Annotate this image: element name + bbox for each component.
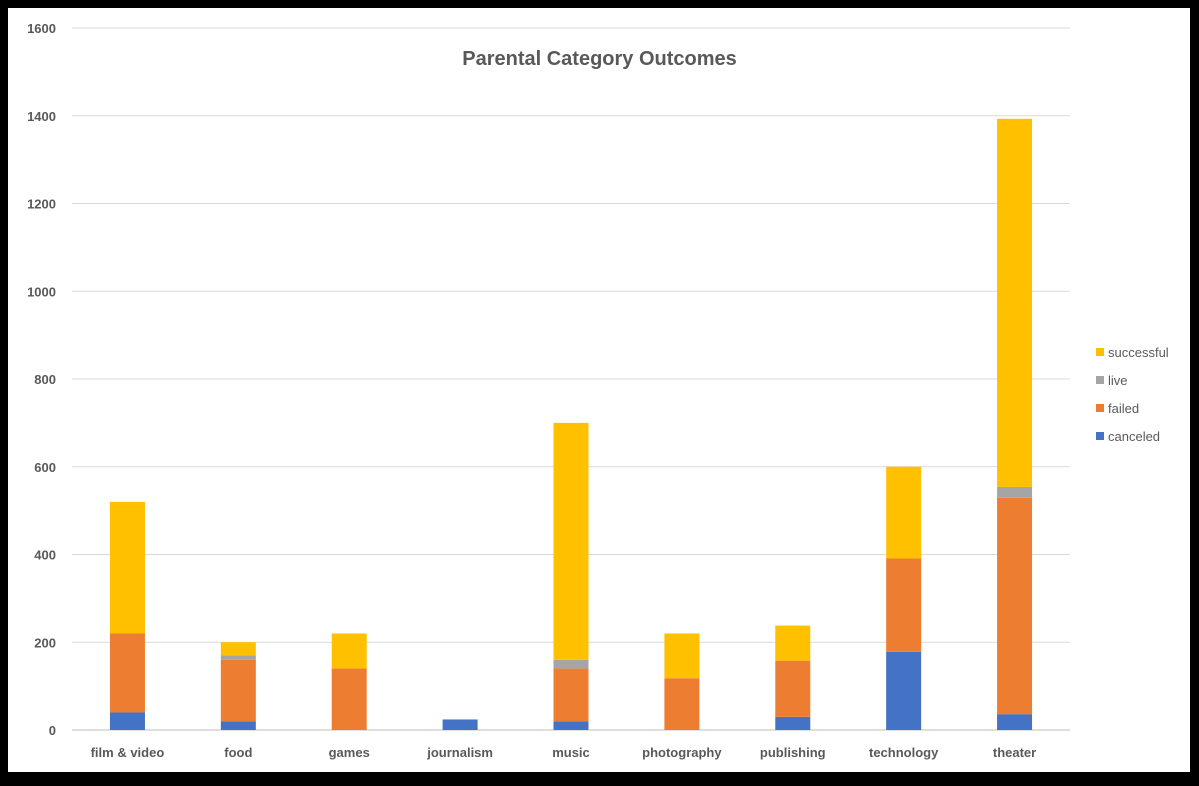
bar-successful [220,642,256,656]
y-tick-label: 200 [34,635,56,650]
x-tick-label: food [224,745,252,760]
bar-failed [553,668,589,722]
x-tick-label: publishing [760,745,826,760]
legend-item-canceled: canceled [1096,422,1169,450]
legend-swatch [1096,404,1104,412]
x-tick-label: journalism [426,745,493,760]
bar-successful [664,633,700,679]
chart-title: Parental Category Outcomes [462,48,737,70]
bar-failed [331,668,367,730]
x-tick-label: photography [642,745,722,760]
bar-canceled [109,712,145,730]
legend-label: successful [1108,344,1169,360]
bar-successful [997,118,1033,487]
y-tick-label: 1200 [27,197,56,212]
legend-label: live [1108,372,1128,388]
bar-failed [664,678,700,730]
bar-successful [886,466,922,559]
x-tick-label: music [552,745,590,760]
bar-successful [331,633,367,669]
bar-canceled [442,719,478,730]
y-tick-label: 1400 [27,109,56,124]
legend-swatch [1096,432,1104,440]
bar-failed [109,633,145,713]
chart-legend: successful live failed canceled [1096,338,1169,450]
bar-live [553,659,589,669]
y-tick-label: 600 [34,460,56,475]
bar-canceled [220,721,256,730]
bar-canceled [886,651,922,730]
y-tick-label: 0 [49,723,56,738]
legend-label: failed [1108,400,1140,416]
bar-successful [553,422,589,660]
y-tick-label: 1600 [27,21,56,36]
bar-successful [775,625,811,661]
x-tick-label: games [329,745,370,760]
bar-canceled [997,714,1033,730]
y-tick-label: 1000 [27,284,56,299]
y-tick-label: 800 [34,372,56,387]
x-tick-label: film & video [91,745,165,760]
bar-failed [775,660,811,717]
chart-frame [8,8,1190,772]
x-tick-label: theater [993,745,1036,760]
legend-item-successful: successful [1096,338,1169,366]
bar-failed [220,659,256,722]
bar-live [997,486,1033,498]
bar-failed [886,558,922,652]
bar-canceled [553,721,589,730]
legend-label: canceled [1108,428,1161,444]
legend-item-failed: failed [1096,394,1169,422]
y-tick-label: 400 [34,548,56,563]
legend-swatch [1096,348,1104,356]
x-tick-label: technology [869,745,939,760]
bar-canceled [775,716,811,730]
legend-item-live: live [1096,366,1169,394]
bar-live [220,655,256,660]
bar-successful [109,501,145,634]
bar-failed [997,497,1033,715]
legend-swatch [1096,376,1104,384]
